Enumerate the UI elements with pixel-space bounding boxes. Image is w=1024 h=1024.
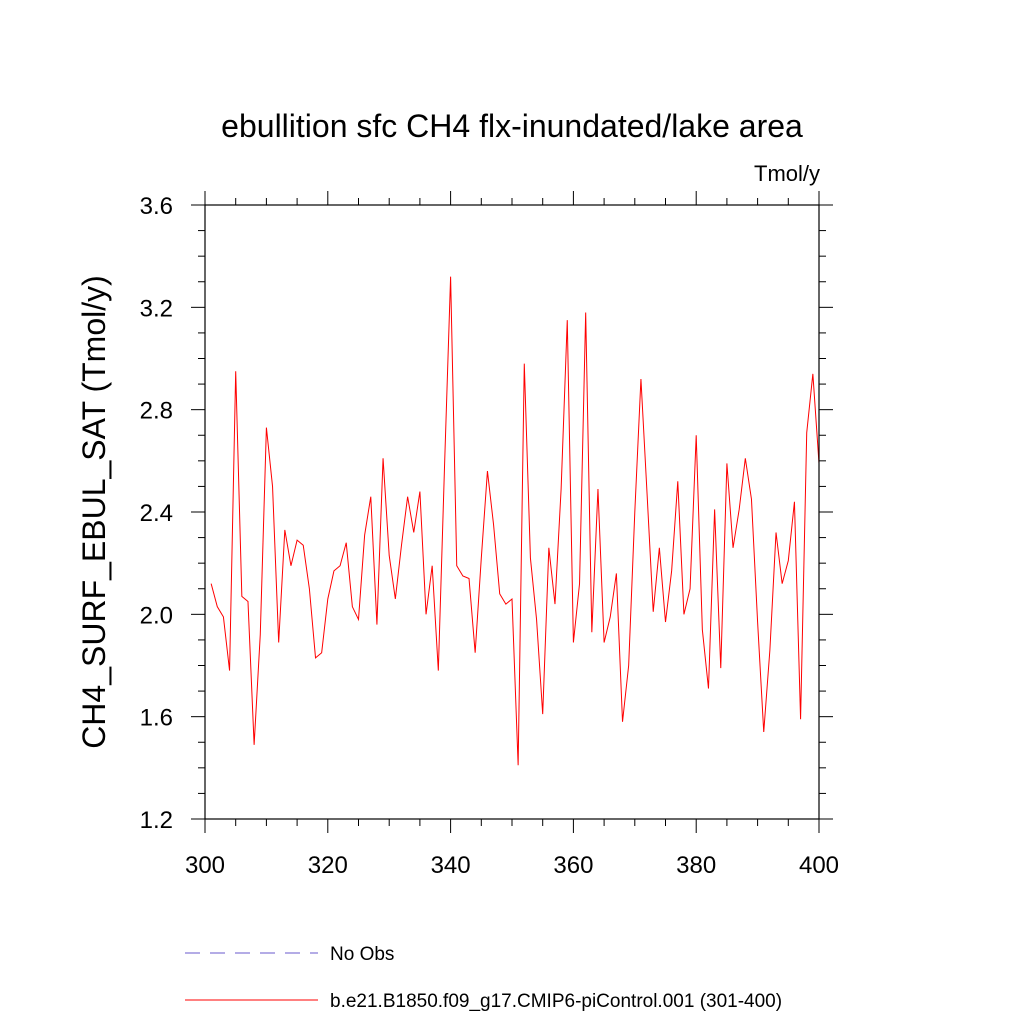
x-tick-label: 320 [308,852,348,879]
y-tick-label: 3.2 [140,295,173,322]
y-tick-label: 3.6 [140,193,173,220]
y-tick-label: 2.0 [140,602,173,629]
legend: No Obs b.e21.B1850.f09_g17.CMIP6-piContr… [185,944,782,1012]
y-tick-label: 1.6 [140,705,173,732]
plot-frame [204,204,820,820]
y-tick-label: 2.8 [140,398,173,425]
axis-tick-labels: 300 320 340 360 380 400 1.2 1.6 2.0 2.4 2.8 3.2 3.6 [140,193,839,879]
legend-label-no-obs: No Obs [330,944,394,965]
y-axis-label: CH4_SURF_EBUL_SAT (Tmol/y) [76,275,112,749]
axis-ticks [191,191,833,833]
x-tick-label: 340 [431,852,471,879]
units-label: Tmol/y [754,161,820,186]
x-tick-label: 380 [676,852,716,879]
x-tick-label: 300 [185,852,225,879]
y-tick-label: 2.4 [140,500,173,527]
x-tick-label: 360 [553,852,593,879]
x-tick-label: 400 [799,852,839,879]
series-line-picontrol [210,276,820,766]
legend-label-picontrol: b.e21.B1850.f09_g17.CMIP6-piControl.001 … [330,991,782,1012]
y-tick-label: 1.2 [140,807,173,834]
chart-title: ebullition sfc CH4 flx-inundated/lake ar… [221,108,803,144]
